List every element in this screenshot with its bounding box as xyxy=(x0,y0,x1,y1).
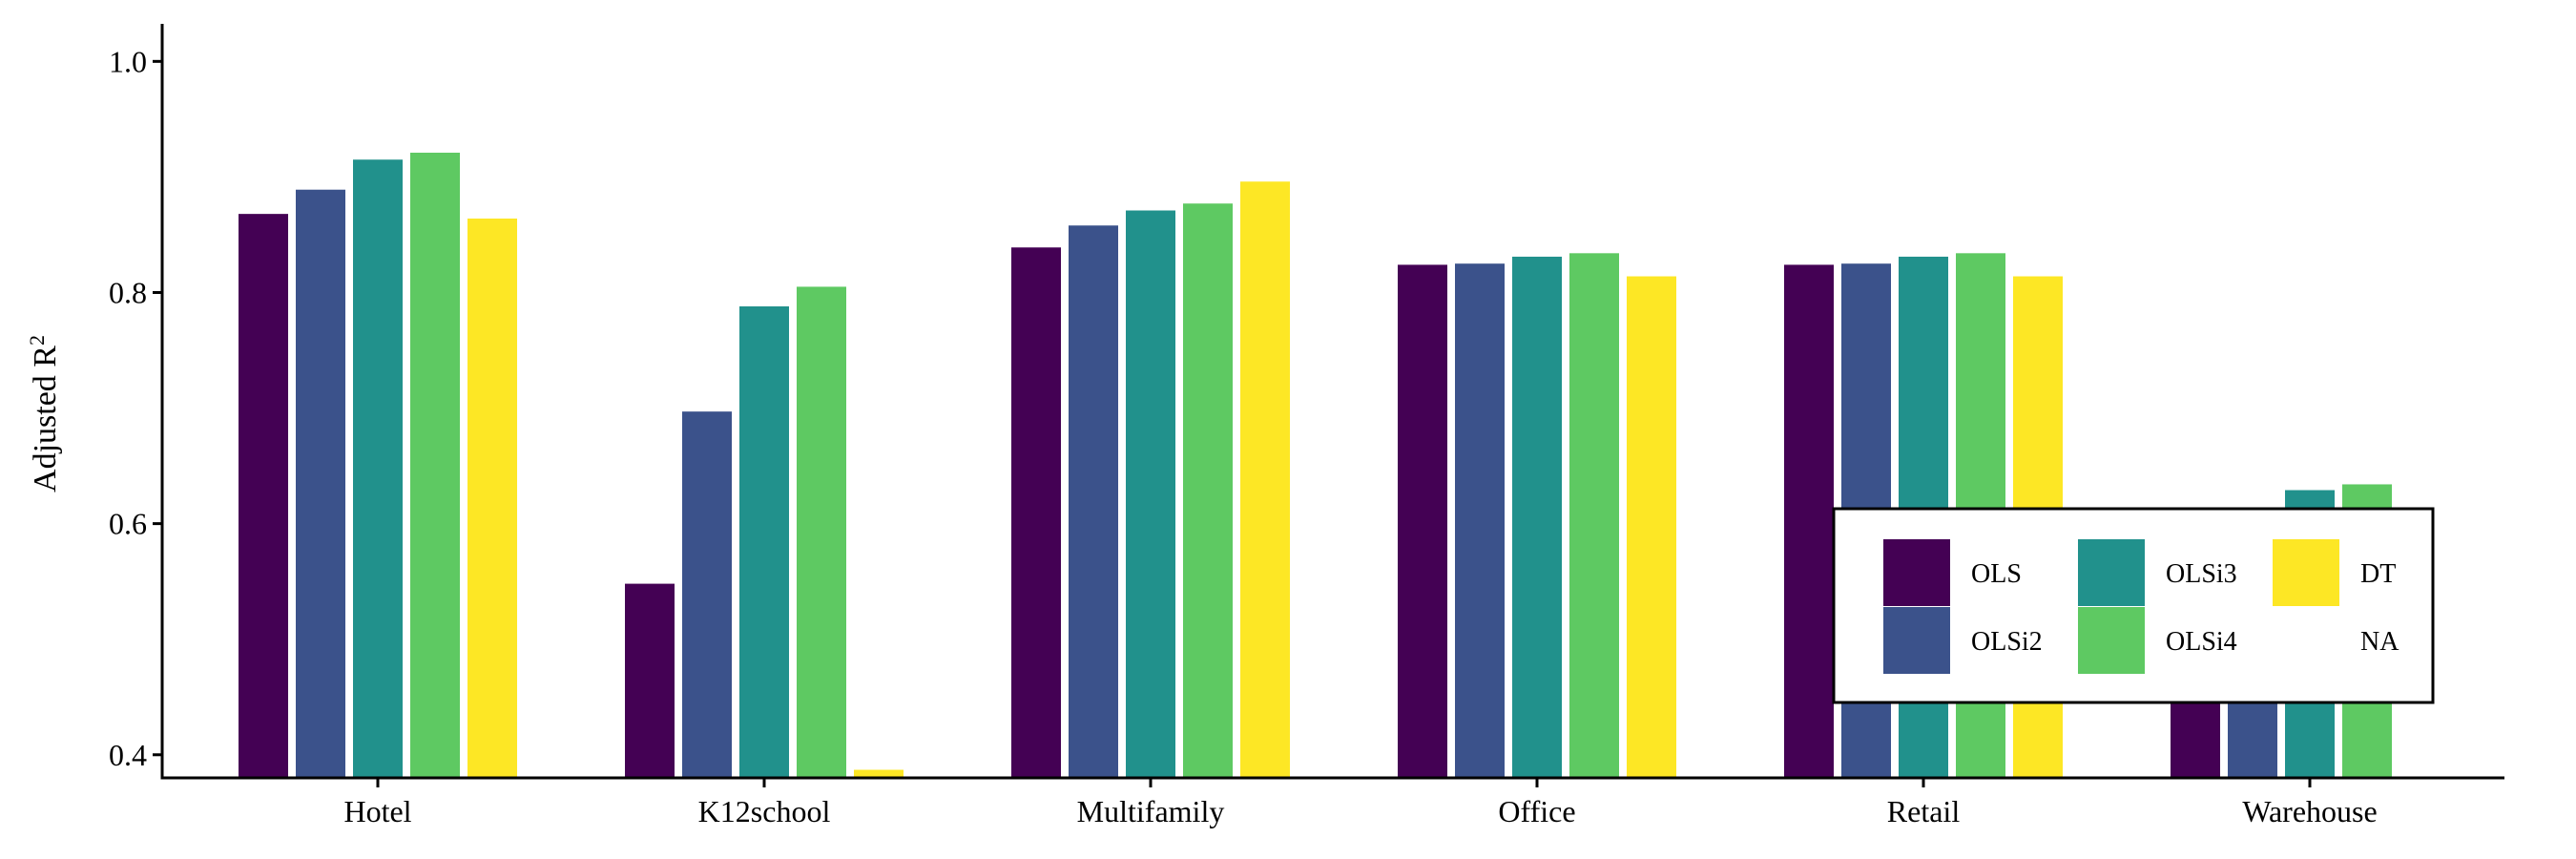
y-axis-title-superscript: 2 xyxy=(25,335,49,346)
bar-hotel-olsi4 xyxy=(410,152,460,778)
y-axis-title: Adjusted R2 xyxy=(25,335,63,492)
bar-k12school-ols xyxy=(625,583,675,778)
legend-key-dt xyxy=(2273,539,2339,606)
x-tick-label: Multifamily xyxy=(1077,794,1225,828)
bar-k12school-olsi4 xyxy=(797,286,846,778)
legend: OLS OLSi2 OLSi3 OLSi4 DT NA xyxy=(1832,507,2435,704)
y-axis-ticks: 0.4 0.6 0.8 1.0 xyxy=(109,44,162,772)
bar-hotel-dt xyxy=(467,218,517,779)
bar-office-dt xyxy=(1627,276,1676,779)
bar-k12school-olsi3 xyxy=(739,306,789,778)
bar-office-ols xyxy=(1398,264,1447,778)
bar-office-olsi2 xyxy=(1455,263,1505,778)
legend-key-olsi4 xyxy=(2078,607,2145,674)
legend-key-olsi2 xyxy=(1883,607,1950,674)
legend-key-olsi3 xyxy=(2078,539,2145,606)
bar-multifamily-olsi3 xyxy=(1126,210,1175,778)
legend-label-ols: OLS xyxy=(1971,559,2022,589)
bar-hotel-olsi3 xyxy=(353,159,403,778)
x-tick-label: Retail xyxy=(1887,794,1961,828)
bar-office-olsi3 xyxy=(1512,256,1562,778)
legend-key-ols xyxy=(1883,539,1950,606)
y-tick-label: 0.4 xyxy=(109,738,147,772)
legend-label-olsi3: OLSi3 xyxy=(2166,559,2237,589)
bar-k12school-olsi2 xyxy=(682,411,732,778)
bar-hotel-ols xyxy=(239,214,288,778)
x-tick-label: K12school xyxy=(698,794,831,828)
legend-label-dt: DT xyxy=(2360,559,2396,589)
bar-retail-ols xyxy=(1784,264,1834,778)
y-tick-label: 0.8 xyxy=(109,275,147,309)
x-tick-label: Office xyxy=(1498,794,1575,828)
x-tick-label: Hotel xyxy=(343,794,411,828)
y-tick-label: 0.6 xyxy=(109,507,147,541)
bar-multifamily-olsi2 xyxy=(1069,225,1118,778)
bar-hotel-olsi2 xyxy=(296,189,345,779)
legend-label-na: NA xyxy=(2360,627,2399,657)
x-axis-ticks: Hotel K12school Multifamily Office Retail War… xyxy=(343,778,2378,828)
bar-multifamily-dt xyxy=(1240,181,1290,779)
legend-label-olsi4: OLSi4 xyxy=(2166,627,2237,657)
bar-multifamily-ols xyxy=(1011,247,1061,778)
y-axis-title-text: Adjusted R xyxy=(28,346,63,492)
bar-office-olsi4 xyxy=(1569,253,1619,778)
bar-multifamily-olsi4 xyxy=(1183,203,1233,779)
legend-label-olsi2: OLSi2 xyxy=(1971,627,2043,657)
y-tick-label: 1.0 xyxy=(109,44,147,78)
x-tick-label: Warehouse xyxy=(2242,794,2377,828)
bar-k12school-dt xyxy=(854,769,904,778)
